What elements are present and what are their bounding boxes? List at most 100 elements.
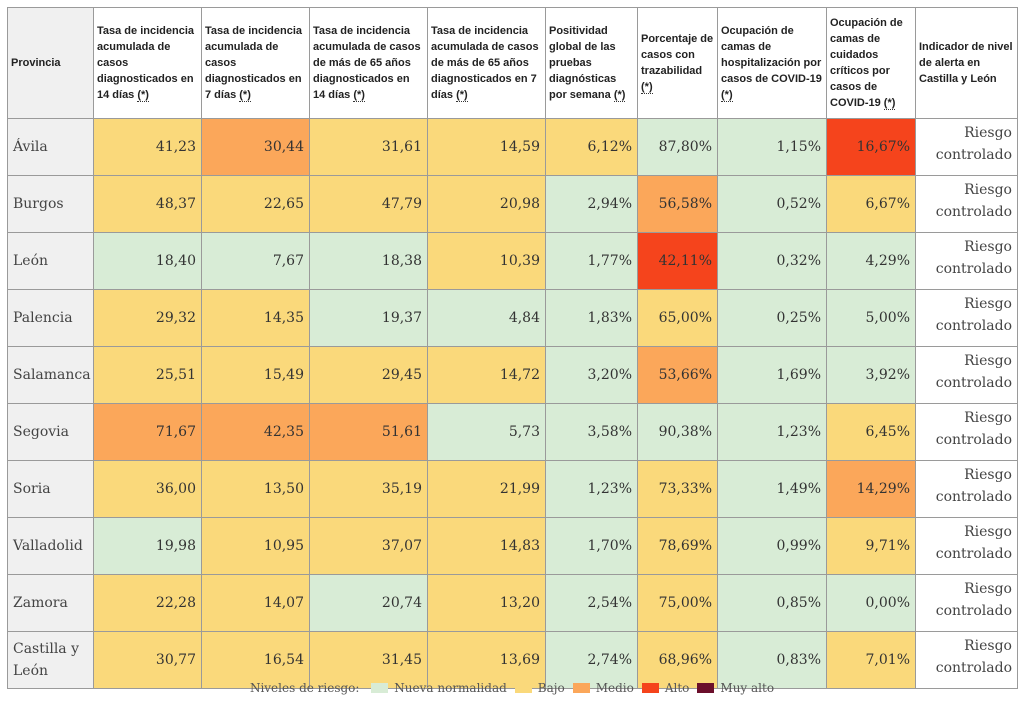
alert-indicator: Riesgo controlado [915, 346, 1018, 404]
indicator-value-cell: 1,69% [717, 346, 827, 404]
legend-item: Nueva normalidad [371, 681, 507, 695]
indicator-value-cell: 71,67 [93, 403, 202, 461]
legend-item: Alto [641, 681, 690, 695]
province-name: Castilla y León [7, 631, 94, 689]
footnote-link[interactable]: (*) [721, 89, 733, 102]
table-row: Soria 36,00 13,50 35,19 21,99 1,23% 73,33% 1,49… [7, 460, 1018, 518]
footnote-link[interactable]: (*) [641, 81, 653, 94]
legend-item: Muy alto [697, 681, 774, 695]
indicator-value-cell: 21,99 [427, 460, 546, 518]
legend-label: Alto [664, 681, 690, 695]
indicator-value-cell: 22,28 [93, 574, 202, 632]
alert-indicator: Riesgo controlado [915, 517, 1018, 575]
indicator-value-cell: 75,00% [637, 574, 718, 632]
indicator-value-cell: 14,59 [427, 118, 546, 176]
alert-indicator: Riesgo controlado [915, 232, 1018, 290]
footnote-link[interactable]: (*) [239, 89, 251, 102]
table-header-row: Provincia Tasa de incidencia acumulada de… [7, 7, 1018, 119]
column-header: Tasa de incidencia acumulada de casos di… [93, 7, 202, 119]
indicator-value-cell: 29,32 [93, 289, 202, 347]
footnote-link[interactable]: (*) [353, 89, 365, 102]
indicator-value-cell: 19,98 [93, 517, 202, 575]
indicator-value-cell: 31,61 [309, 118, 428, 176]
footnote-link[interactable]: (*) [137, 89, 149, 102]
indicator-value-cell: 5,73 [427, 403, 546, 461]
legend-label: Medio [595, 681, 634, 695]
legend-items: Nueva normalidad Bajo Medio Alto Muy alto [363, 681, 774, 695]
risk-legend: Niveles de riesgo: Nueva normalidad Bajo M… [0, 681, 1024, 695]
indicator-value-cell: 0,00% [826, 574, 916, 632]
indicator-value-cell: 2,54% [545, 574, 638, 632]
indicator-value-cell: 22,65 [201, 175, 310, 233]
indicator-value-cell: 1,49% [717, 460, 827, 518]
indicator-value-cell: 25,51 [93, 346, 202, 404]
indicator-value-cell: 65,00% [637, 289, 718, 347]
indicator-value-cell: 42,11% [637, 232, 718, 290]
indicator-value-cell: 1,23% [545, 460, 638, 518]
indicator-value-cell: 6,12% [545, 118, 638, 176]
header-provincia: Provincia [7, 7, 94, 119]
header-label: Ocupación de camas de hospitalización po… [721, 25, 822, 85]
indicator-value-cell: 37,07 [309, 517, 428, 575]
legend-label: Muy alto [720, 681, 775, 695]
indicator-value-cell: 42,35 [201, 403, 310, 461]
legend-swatch [371, 683, 389, 693]
indicator-value-cell: 13,20 [427, 574, 546, 632]
province-name: Valladolid [7, 517, 94, 575]
indicator-value-cell: 18,38 [309, 232, 428, 290]
indicator-value-cell: 7,67 [201, 232, 310, 290]
column-header: Tasa de incidencia acumulada de casos di… [201, 7, 310, 119]
legend-item: Bajo [514, 681, 565, 695]
column-header: Tasa de incidencia acumulada de casos de… [427, 7, 546, 119]
footnote-link[interactable]: (*) [883, 97, 896, 110]
header-label: Indicador de nivel de alerta en Castilla… [919, 41, 1013, 85]
indicator-value-cell: 7,01% [826, 631, 916, 689]
indicator-value-cell: 47,79 [309, 175, 428, 233]
indicator-value-cell: 3,20% [545, 346, 638, 404]
indicator-value-cell: 78,69% [637, 517, 718, 575]
indicator-value-cell: 16,54 [201, 631, 310, 689]
indicator-value-cell: 41,23 [93, 118, 202, 176]
province-name: Palencia [7, 289, 94, 347]
indicator-value-cell: 13,69 [427, 631, 546, 689]
legend-swatch [641, 683, 659, 693]
legend-swatch [697, 683, 715, 693]
indicator-value-cell: 0,99% [717, 517, 827, 575]
indicator-value-cell: 0,83% [717, 631, 827, 689]
indicator-value-cell: 14,07 [201, 574, 310, 632]
indicator-value-cell: 3,92% [826, 346, 916, 404]
alert-indicator: Riesgo controlado [915, 403, 1018, 461]
alert-indicator: Riesgo controlado [915, 175, 1018, 233]
indicator-value-cell: 90,38% [637, 403, 718, 461]
indicator-value-cell: 16,67% [826, 118, 916, 176]
header-label: Tasa de incidencia acumulada de casos di… [97, 25, 195, 101]
alert-indicator: Riesgo controlado [915, 289, 1018, 347]
column-header: Indicador de nivel de alerta en Castilla… [915, 7, 1018, 119]
indicator-value-cell: 29,45 [309, 346, 428, 404]
legend-swatch [572, 683, 590, 693]
table-row: Burgos 48,37 22,65 47,79 20,98 2,94% 56,58% 0,5… [7, 175, 1018, 233]
table-row: Ávila 41,23 30,44 31,61 14,59 6,12% 87,80% 1,15… [7, 118, 1018, 176]
legend-label: Bajo [537, 681, 565, 695]
indicator-value-cell: 53,66% [637, 346, 718, 404]
indicator-value-cell: 1,77% [545, 232, 638, 290]
indicator-value-cell: 14,35 [201, 289, 310, 347]
indicator-value-cell: 19,37 [309, 289, 428, 347]
footnote-link[interactable]: (*) [456, 89, 468, 102]
indicator-value-cell: 0,52% [717, 175, 827, 233]
indicator-value-cell: 15,49 [201, 346, 310, 404]
indicator-value-cell: 10,95 [201, 517, 310, 575]
indicator-value-cell: 4,29% [826, 232, 916, 290]
table-row: Valladolid 19,98 10,95 37,07 14,83 1,70% 78,69… [7, 517, 1018, 575]
table-row: León 18,40 7,67 18,38 10,39 1,77% 42,11% 0,32% 4… [7, 232, 1018, 290]
alert-indicator: Riesgo controlado [915, 118, 1018, 176]
indicator-value-cell: 14,29% [826, 460, 916, 518]
footnote-link[interactable]: (*) [613, 89, 626, 102]
indicator-value-cell: 68,96% [637, 631, 718, 689]
province-name: Ávila [7, 118, 94, 176]
indicator-value-cell: 0,25% [717, 289, 827, 347]
province-name: Burgos [7, 175, 94, 233]
table-row: Zamora 22,28 14,07 20,74 13,20 2,54% 75,00% 0,8… [7, 574, 1018, 632]
indicator-value-cell: 5,00% [826, 289, 916, 347]
indicator-value-cell: 0,32% [717, 232, 827, 290]
